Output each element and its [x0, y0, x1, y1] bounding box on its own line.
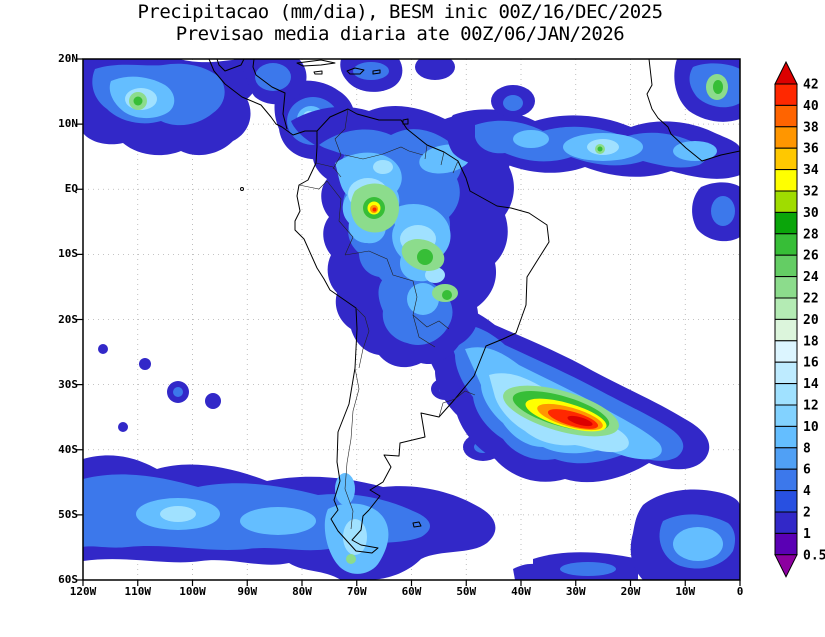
- lon-tick-label: 80W: [292, 585, 312, 598]
- hispaniola-island: [346, 67, 365, 75]
- africa-coastline: [646, 59, 740, 162]
- colorbar-label: 14: [803, 377, 819, 392]
- lat-tick-label: 30S: [58, 377, 78, 391]
- lon-tick-label: 0: [736, 585, 744, 598]
- colorbar-label: 16: [803, 356, 819, 371]
- colorbar-cell: [774, 383, 798, 406]
- puerto-rico-island: [372, 69, 381, 75]
- lon-tick-label: 40W: [511, 585, 531, 598]
- lat-tick-label: 40S: [58, 442, 78, 456]
- lat-tick-label: 10S: [58, 247, 78, 261]
- lon-tick-label: 10W: [675, 585, 696, 598]
- colorbar-cell: [774, 104, 798, 128]
- lon-tick-label: 120W: [69, 585, 97, 598]
- colorbar-cell: [774, 361, 798, 385]
- colorbar-cell: [774, 147, 798, 171]
- colorbar-label: 1: [803, 527, 811, 542]
- colorbar-cell: [774, 211, 798, 235]
- colorbar-label: 38: [803, 120, 819, 135]
- colorbar-cell: [774, 254, 798, 278]
- colorbar-label: 0.5: [803, 548, 825, 563]
- colorbar-label: 12: [803, 399, 819, 414]
- colorbar-label: 28: [803, 227, 819, 242]
- lon-tick-label: 30W: [565, 585, 586, 598]
- falkland-islands: [412, 521, 422, 528]
- colorbar-label: 40: [803, 99, 819, 114]
- colorbar-label: 30: [803, 206, 819, 221]
- lat-tick-label: 20N: [58, 52, 78, 65]
- colorbar-label: 34: [803, 163, 819, 178]
- colorbar-label: 32: [803, 185, 819, 200]
- lat-tick-label: EQ: [64, 182, 78, 196]
- colorbar-label: 24: [803, 270, 819, 285]
- country-borders: [298, 108, 476, 530]
- central-america-coastline: [208, 59, 317, 136]
- lat-tick-label: 20S: [58, 312, 78, 326]
- colorbar-cell: [774, 425, 798, 449]
- colorbar-cell: [774, 233, 798, 256]
- colorbar-above-triangle: [774, 60, 798, 85]
- colorbar-below-triangle: [774, 554, 798, 578]
- lat-tick-label: 50S: [58, 507, 78, 521]
- title-line-1: Precipitacao (mm/dia), BESM inic 00Z/16/…: [137, 1, 663, 23]
- colorbar-cell: [774, 169, 798, 192]
- chart-title: Precipitacao (mm/dia), BESM inic 00Z/16/…: [60, 1, 740, 45]
- lon-tick-label: 60W: [401, 585, 422, 598]
- colorbar-cell: [774, 404, 798, 427]
- coastlines: [208, 59, 740, 554]
- colorbar-cell: [774, 126, 798, 149]
- axis-ticks: [76, 58, 741, 586]
- colorbar-cell: [774, 490, 798, 513]
- lon-tick-label: 20W: [620, 585, 641, 598]
- jamaica-island: [313, 70, 323, 75]
- colorbar-label: 10: [803, 420, 819, 435]
- precipitation-fills: [83, 59, 740, 580]
- map-frame: [82, 58, 741, 581]
- lon-tick-label: 90W: [237, 585, 258, 598]
- cuba-island: [296, 59, 336, 67]
- lon-tick-label: 50W: [456, 585, 477, 598]
- colorbar-label: 4: [803, 484, 811, 499]
- colorbar-label: 42: [803, 78, 819, 93]
- colorbar-cell: [774, 532, 798, 556]
- colorbar-cell: [774, 297, 798, 320]
- colorbar-label: 18: [803, 334, 819, 349]
- title-line-2: Previsao media diaria ate 00Z/06/JAN/202…: [175, 23, 625, 45]
- colorbar-cell: [774, 447, 798, 470]
- lat-tick-label: 10N: [58, 117, 78, 131]
- colorbar-cell: [774, 190, 798, 213]
- colorbar-cell: [774, 83, 798, 106]
- colorbar-cell: [774, 468, 798, 492]
- colorbar-label: 22: [803, 292, 819, 307]
- lon-tick-label: 70W: [346, 585, 367, 598]
- colorbar-label: 6: [803, 463, 811, 478]
- yucatan-coastline: [216, 59, 245, 72]
- colorbar-label: 2: [803, 506, 811, 521]
- colorbar-label: 26: [803, 249, 819, 264]
- colorbar-label: 20: [803, 313, 819, 328]
- colorbar-cell: [774, 318, 798, 342]
- lon-tick-label: 100W: [179, 585, 206, 598]
- lat-tick-label: 60S: [58, 573, 78, 586]
- colorbar-label: 8: [803, 441, 811, 456]
- colorbar: 4240383634323028262422201816141210864210…: [774, 60, 825, 578]
- south-america-coastline: [294, 108, 550, 554]
- colorbar-cell: [774, 276, 798, 299]
- precipitation-map: [76, 58, 741, 586]
- colorbar-label: 36: [803, 142, 819, 157]
- galapagos-island: [240, 187, 244, 191]
- trinidad-island: [402, 118, 409, 125]
- central-america-caribbean-coast: [252, 59, 288, 130]
- colorbar-cell: [774, 511, 798, 534]
- colorbar-cell: [774, 340, 798, 363]
- lon-tick-label: 110W: [124, 585, 152, 598]
